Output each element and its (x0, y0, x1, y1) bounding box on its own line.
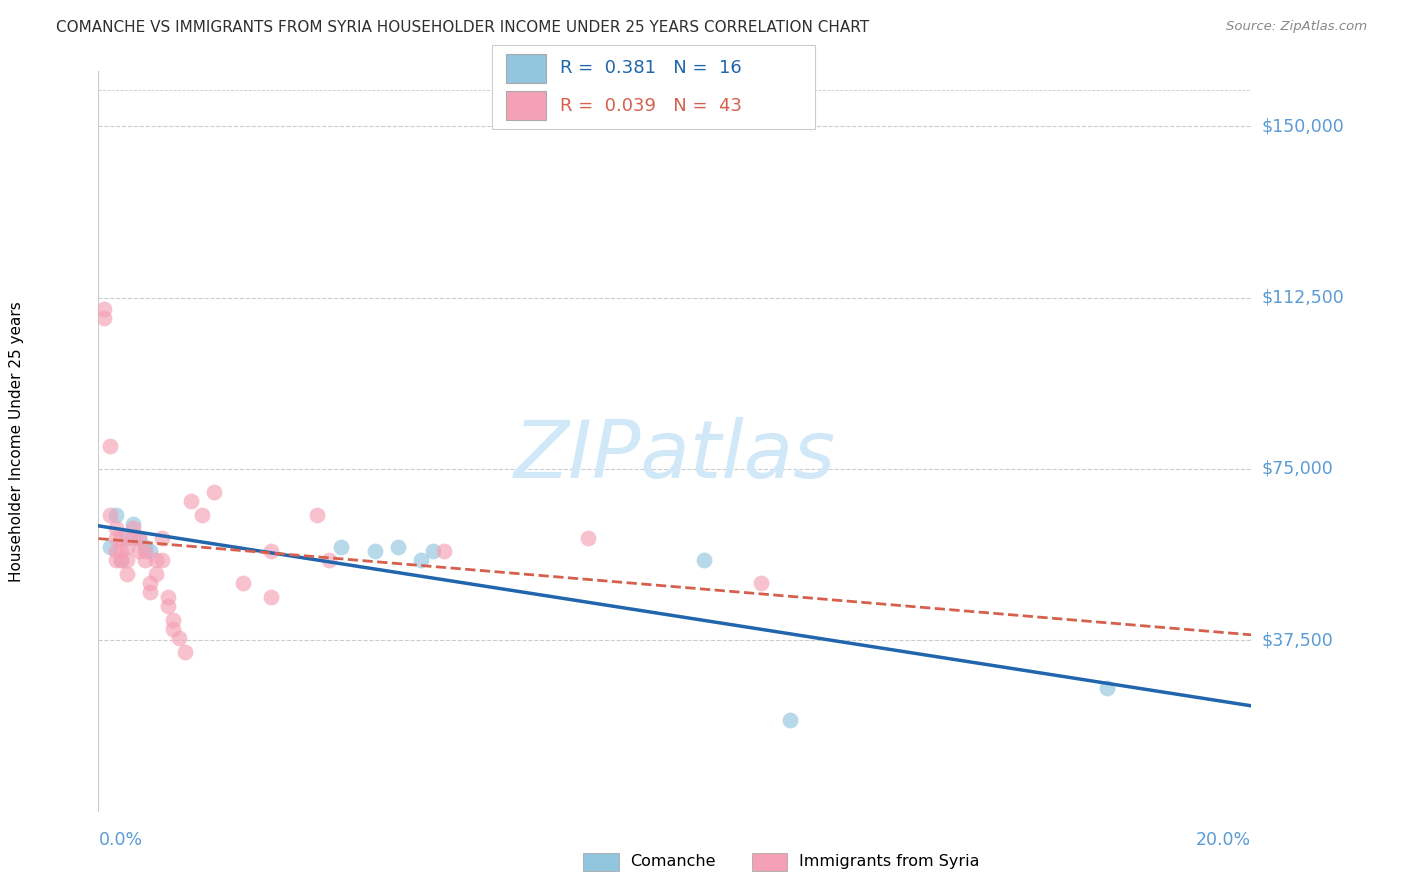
Point (231, 576, 254, 591)
Text: ZIPatlas: ZIPatlas (513, 417, 837, 495)
Point (145, 567, 167, 582)
Point (122, 521, 145, 535)
Point (139, 576, 162, 591)
Point (122, 516, 145, 531)
Point (318, 553, 340, 567)
Point (364, 544, 387, 558)
Point (104, 553, 127, 567)
Point (117, 540, 138, 554)
Point (433, 544, 456, 558)
Point (150, 553, 173, 567)
Text: Immigrants from Syria: Immigrants from Syria (799, 855, 979, 869)
Point (134, 544, 156, 558)
Text: 0.0%: 0.0% (98, 831, 142, 849)
Point (134, 553, 156, 567)
Point (329, 540, 352, 554)
Text: $37,500: $37,500 (1261, 632, 1333, 649)
Point (779, 714, 801, 728)
Text: $150,000: $150,000 (1261, 117, 1344, 136)
Point (128, 544, 150, 558)
Point (202, 484, 225, 499)
Point (128, 531, 150, 545)
Point (156, 590, 179, 604)
Point (145, 553, 167, 567)
Point (117, 567, 138, 582)
Text: COMANCHE VS IMMIGRANTS FROM SYRIA HOUSEHOLDER INCOME UNDER 25 YEARS CORRELATION : COMANCHE VS IMMIGRANTS FROM SYRIA HOUSEH… (56, 20, 869, 35)
Point (156, 599, 179, 613)
Text: $112,500: $112,500 (1261, 289, 1344, 307)
Point (93, 311, 115, 326)
Text: R =  0.039   N =  43: R = 0.039 N = 43 (560, 96, 741, 115)
Point (128, 531, 150, 545)
Point (260, 544, 283, 558)
Point (104, 521, 127, 535)
Point (122, 531, 145, 545)
Point (104, 544, 127, 558)
Text: 20.0%: 20.0% (1197, 831, 1251, 849)
Point (104, 508, 127, 522)
Point (260, 590, 283, 604)
Point (162, 622, 184, 636)
Point (751, 576, 773, 591)
Point (93, 301, 115, 316)
Point (110, 544, 132, 558)
Point (387, 540, 409, 554)
Point (104, 531, 127, 545)
Text: Householder Income Under 25 years: Householder Income Under 25 years (10, 301, 24, 582)
Point (150, 531, 173, 545)
Point (578, 531, 600, 545)
Point (162, 613, 184, 627)
Point (139, 585, 162, 599)
Point (117, 553, 138, 567)
Text: $75,000: $75,000 (1261, 460, 1333, 478)
Point (307, 508, 329, 522)
Point (98, 439, 121, 453)
Point (167, 631, 190, 645)
Point (191, 508, 214, 522)
Point (411, 553, 433, 567)
Point (139, 544, 162, 558)
Point (110, 531, 132, 545)
Point (174, 645, 197, 659)
Text: Comanche: Comanche (630, 855, 716, 869)
Point (422, 544, 444, 558)
Text: R =  0.381   N =  16: R = 0.381 N = 16 (560, 59, 741, 78)
Point (180, 494, 202, 508)
Point (117, 531, 138, 545)
Point (98, 508, 121, 522)
Point (98, 540, 121, 554)
Point (110, 553, 132, 567)
Point (693, 553, 716, 567)
Point (134, 540, 156, 554)
Point (1097, 681, 1119, 696)
Point (110, 553, 132, 567)
Text: Source: ZipAtlas.com: Source: ZipAtlas.com (1226, 20, 1367, 33)
